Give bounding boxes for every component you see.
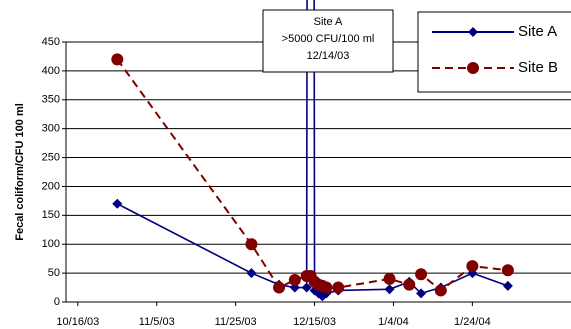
data-point [416, 288, 427, 299]
y-axis-label: Fecal coliform/CFU 100 ml [14, 103, 26, 241]
annotation-text: >5000 CFU/100 ml [282, 33, 375, 45]
data-point [288, 274, 301, 287]
x-tick-label: 10/16/03 [56, 316, 99, 328]
data-point [111, 53, 124, 66]
legend-marker [468, 27, 478, 37]
y-tick-label: 100 [42, 238, 60, 250]
legend-label: Site A [518, 23, 557, 40]
y-tick-label: 250 [42, 151, 60, 163]
x-tick-label: 11/5/03 [139, 316, 175, 328]
series-line [116, 58, 508, 292]
x-tick-label: 11/25/03 [215, 316, 257, 328]
data-point [434, 284, 447, 297]
x-tick-label: 1/4/04 [378, 316, 409, 328]
data-point [245, 238, 258, 251]
y-tick-label: 50 [48, 267, 60, 279]
y-tick-label: 150 [42, 209, 60, 221]
legend-label: Site B [518, 59, 558, 76]
data-point [501, 264, 514, 277]
y-tick-label: 350 [42, 94, 60, 106]
data-point [112, 198, 123, 209]
legend-marker [467, 62, 479, 74]
annotation-box [262, 9, 394, 73]
data-point [403, 278, 416, 291]
data-point [384, 284, 395, 295]
data-point [502, 280, 513, 291]
data-point [332, 281, 345, 294]
y-tick-label: 200 [42, 180, 60, 192]
x-tick-label: 12/15/03 [293, 316, 336, 328]
y-tick-label: 300 [42, 123, 60, 135]
data-point [301, 282, 312, 293]
data-point [246, 268, 257, 279]
data-point [320, 281, 333, 294]
data-point [466, 260, 479, 273]
data-point [273, 281, 286, 294]
x-tick-label: 1/24/04 [454, 316, 491, 328]
data-point [415, 268, 428, 281]
data-point [383, 272, 396, 285]
annotation-text: 12/14/03 [307, 50, 350, 62]
annotation-text: Site A [314, 16, 343, 28]
y-tick-label: 450 [42, 36, 60, 48]
legend-box [417, 11, 571, 93]
y-tick-label: 0 [54, 296, 60, 308]
series [111, 53, 514, 297]
y-tick-label: 400 [42, 65, 60, 77]
